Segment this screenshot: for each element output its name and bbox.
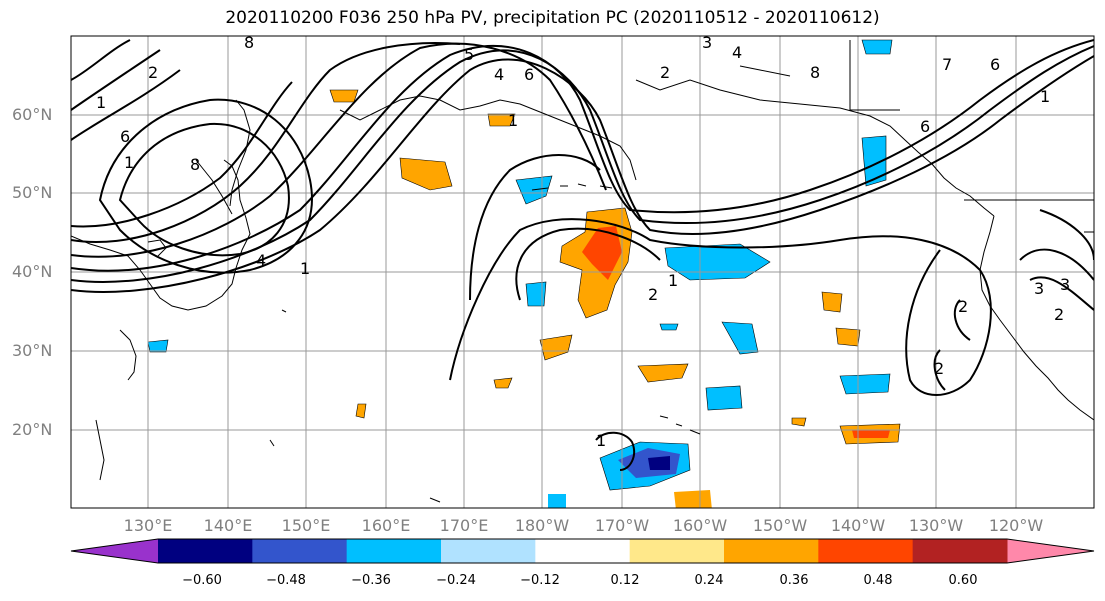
lon-label-150w: 150°W xyxy=(752,516,808,535)
map-title: 2020110200 F036 250 hPa PV, precipitatio… xyxy=(225,8,880,28)
lon-label-140w: 140°W xyxy=(830,516,886,535)
contour-label: 2 xyxy=(1054,305,1064,324)
colorbar-tick: 0.60 xyxy=(948,573,978,588)
contour-label: 3 xyxy=(1060,275,1070,294)
colorbar-tick: −0.24 xyxy=(436,573,476,588)
colorbar-tick: 0.12 xyxy=(610,573,640,588)
lat-label-40n: 40°N xyxy=(12,262,53,281)
lon-label-170w: 170°W xyxy=(594,516,650,535)
contour-label: 5 xyxy=(464,45,474,64)
contour-label: 1 xyxy=(668,271,678,290)
lon-label-130e: 130°E xyxy=(123,516,173,535)
colorbar-tick: −0.48 xyxy=(266,573,306,588)
map-frame xyxy=(70,35,1095,509)
contour-label: 4 xyxy=(494,65,504,84)
colorbar-segment xyxy=(724,539,819,563)
colorbar-tick: −0.60 xyxy=(182,573,222,588)
lat-label-60n: 60°N xyxy=(12,105,53,124)
colorbar-segment xyxy=(912,539,1008,563)
contour-label: 1 xyxy=(124,153,134,172)
colorbar xyxy=(70,538,1095,564)
pv-contours xyxy=(71,39,1094,471)
contour-label: 2 xyxy=(958,297,968,316)
contour-label: 6 xyxy=(990,55,1000,74)
contour-label: 8 xyxy=(244,33,254,52)
lon-label-160e: 160°E xyxy=(361,516,411,535)
lon-label-120w: 120°W xyxy=(988,516,1044,535)
colorbar-segment xyxy=(252,539,348,563)
colorbar-tick: 0.36 xyxy=(779,573,809,588)
contour-label: 2 xyxy=(934,359,944,378)
contour-label: 4 xyxy=(732,43,742,62)
contour-label: 6 xyxy=(524,65,534,84)
contour-label: 2 xyxy=(660,63,670,82)
contour-label: 2 xyxy=(148,63,158,82)
lon-label-160w: 160°W xyxy=(672,516,728,535)
contour-label: 6 xyxy=(120,127,130,146)
lon-label-180w: 180°W xyxy=(514,516,570,535)
contour-label: 6 xyxy=(920,117,930,136)
contour-label-group: 8 8 5 4 3 2 6 1 4 8 7 6 6 1 2 1 6 1 1 2 … xyxy=(96,33,1070,450)
contour-label: 1 xyxy=(300,259,310,278)
contour-label: 1 xyxy=(596,431,606,450)
colorbar-segment xyxy=(346,539,442,563)
lat-label-50n: 50°N xyxy=(12,183,53,202)
contour-label: 7 xyxy=(942,55,952,74)
contour-label: 3 xyxy=(1034,279,1044,298)
colorbar-segment xyxy=(818,539,914,563)
lon-label-150e: 150°E xyxy=(281,516,331,535)
lon-label-170e: 170°E xyxy=(439,516,489,535)
colorbar-tick: −0.36 xyxy=(351,573,391,588)
lon-label-130w: 130°W xyxy=(908,516,964,535)
lat-label-30n: 30°N xyxy=(12,341,53,360)
contour-label: 1 xyxy=(508,111,518,130)
colorbar-segment xyxy=(158,539,253,563)
colorbar-segment xyxy=(441,539,536,563)
colorbar-tick: 0.24 xyxy=(694,573,724,588)
colorbar-tick: −0.12 xyxy=(520,573,560,588)
contour-label: 1 xyxy=(1040,87,1050,106)
lon-label-140e: 140°E xyxy=(203,516,253,535)
contour-label: 4 xyxy=(256,251,266,270)
colorbar-segment xyxy=(535,539,631,563)
contour-label: 2 xyxy=(648,285,658,304)
contour-label: 8 xyxy=(810,63,820,82)
contour-label: 3 xyxy=(702,33,712,52)
colorbar-extend-right xyxy=(1007,539,1094,563)
colorbar-segment xyxy=(629,539,725,563)
contour-label: 8 xyxy=(190,155,200,174)
lat-label-20n: 20°N xyxy=(12,420,53,439)
contour-label: 1 xyxy=(96,93,106,112)
colorbar-extend-left xyxy=(71,539,158,563)
colorbar-tick: 0.48 xyxy=(863,573,893,588)
